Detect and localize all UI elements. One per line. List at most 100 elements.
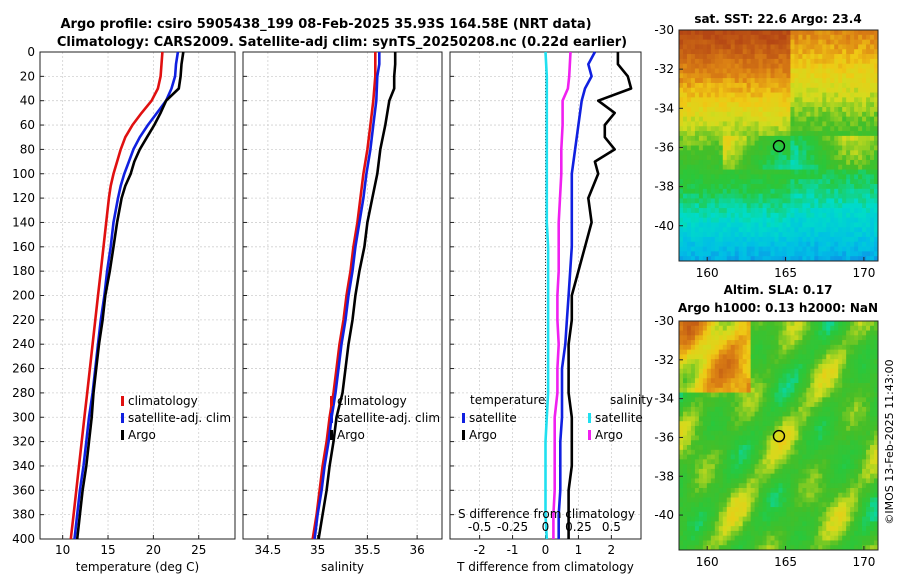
map-cell (770, 359, 775, 365)
map-cell (718, 102, 724, 108)
map-cell (802, 34, 807, 41)
map-cell (722, 39, 728, 45)
map-cell (794, 387, 799, 393)
map-cell (842, 440, 847, 446)
map-cell (734, 145, 740, 151)
map-cell (854, 497, 859, 503)
map-cell (838, 335, 843, 341)
map-cell (814, 406, 819, 413)
map-cell (746, 174, 752, 180)
map-cell (794, 368, 799, 374)
map-cell (742, 54, 748, 60)
map-cell (842, 344, 847, 351)
map-cell (794, 464, 799, 470)
map-cell (790, 193, 795, 199)
map-cell (862, 246, 867, 252)
map-cell (850, 487, 855, 494)
map-cell (854, 217, 859, 223)
map-cell (814, 492, 819, 498)
map-cell (679, 155, 684, 161)
map-cell (714, 78, 720, 84)
map-cell (794, 227, 799, 233)
map-cell (738, 246, 744, 252)
map-cell (758, 387, 763, 393)
map-cell (766, 251, 771, 257)
map-cell (714, 383, 720, 389)
map-cell (858, 150, 863, 156)
map-cell (734, 468, 740, 475)
map-cell (682, 321, 688, 327)
map-cell (746, 363, 752, 370)
map-cell (874, 92, 879, 98)
map-cell (818, 421, 823, 427)
map-cell (850, 164, 855, 170)
map-cell (802, 87, 807, 93)
map-cell (862, 335, 867, 341)
map-cell (858, 251, 863, 257)
map-cell (746, 373, 752, 379)
map-cell (690, 344, 696, 351)
map-cell (802, 363, 807, 370)
map-cell (738, 335, 744, 341)
map-cell (682, 217, 688, 223)
map-cell (806, 435, 811, 441)
map-cell (706, 121, 712, 127)
map-cell (706, 425, 712, 432)
map-cell (702, 330, 708, 336)
map-cell (742, 34, 748, 41)
map-cell (746, 325, 752, 331)
map-cell (746, 330, 752, 336)
map-cell (786, 30, 791, 36)
map-cell (778, 445, 783, 451)
map-cell (774, 359, 779, 365)
map-cell (794, 241, 799, 247)
map-cell (758, 325, 763, 331)
map-cell (838, 487, 843, 494)
map-cell (782, 203, 787, 209)
map-cell (866, 430, 871, 436)
map-cell (786, 97, 791, 103)
map-cell (782, 222, 787, 228)
map-cell (710, 30, 716, 36)
map-cell (866, 251, 871, 257)
map-cell (830, 459, 835, 465)
map-cell (774, 131, 779, 137)
map-cell (734, 368, 740, 374)
map-cell (766, 135, 771, 142)
map-cell (818, 392, 823, 398)
map-cell (754, 126, 759, 132)
map-cell (786, 335, 791, 341)
map-cell (738, 487, 744, 494)
map-cell (850, 198, 855, 204)
map-cell (854, 402, 859, 408)
map-cell (862, 150, 867, 156)
map-cell (706, 340, 712, 346)
map-cell (766, 164, 771, 170)
map-cell (698, 188, 704, 195)
map-cell (702, 179, 708, 185)
map-cell (750, 155, 756, 161)
map-cell (850, 131, 855, 137)
map-cell (702, 378, 708, 384)
map-cell (794, 425, 799, 432)
map-cell (714, 421, 720, 427)
map-cell (722, 507, 728, 513)
map-cell (862, 449, 867, 455)
map-cell (850, 340, 855, 346)
map-cell (806, 251, 811, 257)
map-cell (742, 203, 748, 209)
map-cell (874, 150, 879, 156)
map-cell (794, 34, 799, 41)
map-cell (866, 344, 871, 351)
map-cell (714, 164, 720, 170)
map-cell (830, 111, 835, 118)
map-cell (714, 492, 720, 498)
map-cell (810, 435, 815, 441)
map-cell (834, 378, 839, 384)
map-cell (686, 492, 692, 498)
map-cell (862, 354, 867, 360)
map-cell (818, 251, 823, 257)
map-cell (838, 30, 843, 36)
map-cell (702, 340, 708, 346)
map-cell (686, 340, 692, 346)
